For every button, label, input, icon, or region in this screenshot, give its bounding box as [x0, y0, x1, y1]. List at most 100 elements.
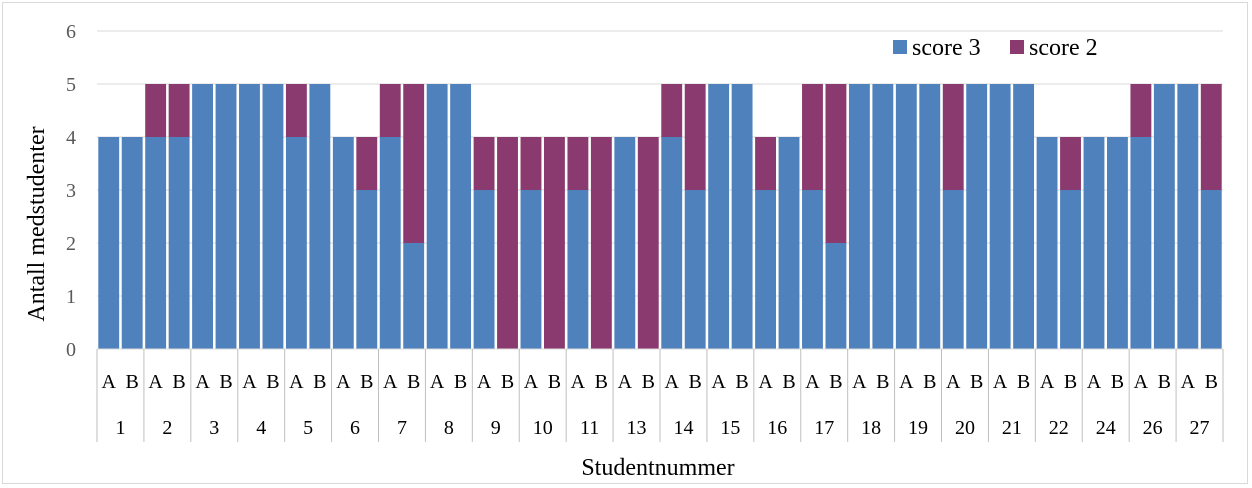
x-subcategory-label: B — [360, 371, 373, 393]
legend-label: score 2 — [1029, 35, 1098, 61]
x-group-label: 7 — [397, 417, 407, 439]
bar-segment-score-2 — [637, 137, 659, 349]
bar-segment-score-3 — [309, 84, 331, 349]
x-subcategory-label: A — [805, 371, 820, 393]
x-subcategory-label: A — [1134, 371, 1149, 393]
x-group-label: 21 — [1002, 417, 1022, 439]
x-group-label: 14 — [673, 417, 693, 439]
bar-segment-score-3 — [450, 84, 472, 349]
x-subcategory-label: A — [899, 371, 914, 393]
bar-segment-score-3 — [426, 84, 448, 349]
x-subcategory-label: A — [571, 371, 586, 393]
x-subcategory-label: B — [1205, 371, 1218, 393]
bar-segment-score-3 — [1083, 137, 1105, 349]
x-subcategory-label: A — [477, 371, 492, 393]
bar-segment-score-3 — [145, 137, 167, 349]
bar-segment-score-3 — [661, 137, 683, 349]
x-group-label: 27 — [1190, 417, 1210, 439]
x-subcategory-label: A — [289, 371, 304, 393]
x-subcategory-label: B — [689, 371, 702, 393]
bar-segment-score-2 — [802, 84, 823, 190]
bar-segment-score-3 — [285, 137, 307, 349]
bar-segment-score-3 — [403, 243, 425, 349]
x-subcategory-label: B — [172, 371, 185, 393]
x-subcategory-label: A — [852, 371, 867, 393]
x-subcategory-label: A — [195, 371, 210, 393]
x-subcategory-label: A — [242, 371, 257, 393]
bar-segment-score-3 — [731, 84, 753, 349]
bar-segment-score-3 — [1130, 137, 1152, 349]
bar-segment-score-3 — [966, 84, 988, 349]
x-group-label: 11 — [580, 417, 599, 439]
bar-segment-score-2 — [755, 137, 777, 190]
bar-segment-score-2 — [590, 137, 612, 349]
bar-segment-score-2 — [168, 84, 190, 137]
bar-segment-score-3 — [520, 190, 542, 349]
x-subcategory-label: B — [782, 371, 795, 393]
x-subcategory-label: A — [148, 371, 163, 393]
bar-segment-score-3 — [755, 190, 777, 349]
bar-segment-score-3 — [1177, 84, 1199, 349]
bar-segment-score-2 — [825, 84, 847, 243]
y-tick-labels: 0 1 2 3 4 5 6 — [66, 21, 76, 361]
bar-segment-score-3 — [262, 84, 284, 349]
bar-segment-score-3 — [379, 137, 401, 349]
x-subcategory-label: B — [829, 371, 842, 393]
x-group-label: 19 — [908, 417, 928, 439]
y-tick-label: 6 — [66, 21, 76, 43]
x-subcategory-label: B — [1017, 371, 1030, 393]
bar-segment-score-3 — [168, 137, 190, 349]
x-subcategory-label: A — [665, 371, 680, 393]
x-group-label: 8 — [444, 417, 454, 439]
bar-segment-score-3 — [239, 84, 260, 349]
x-subcategory-label: B — [876, 371, 889, 393]
bar-segment-score-2 — [520, 137, 542, 190]
x-group-label: 22 — [1049, 417, 1069, 439]
bar-segment-score-2 — [473, 137, 495, 190]
y-tick-label: 2 — [66, 233, 76, 255]
x-group-label: 3 — [209, 417, 219, 439]
x-subcategory-label: B — [501, 371, 514, 393]
x-subcategory-label: B — [407, 371, 420, 393]
bar-segment-score-3 — [121, 137, 143, 349]
x-subcategory-label: B — [642, 371, 655, 393]
x-subcategory-label: B — [548, 371, 561, 393]
bar-segment-score-2 — [684, 84, 706, 190]
bar-segment-score-2 — [145, 84, 167, 137]
bar-segment-score-3 — [802, 190, 823, 349]
x-subcategory-label: B — [219, 371, 232, 393]
bar-segment-score-3 — [708, 84, 730, 349]
bar-segment-score-3 — [1060, 190, 1081, 349]
bar-segment-score-3 — [684, 190, 706, 349]
bar-segment-score-3 — [567, 190, 589, 349]
bar-segment-score-3 — [332, 137, 354, 349]
x-group-label: 13 — [627, 417, 647, 439]
bar-segment-score-2 — [403, 84, 425, 243]
x-group-label: 6 — [350, 417, 360, 439]
x-group-label: 16 — [767, 417, 787, 439]
bar-segment-score-2 — [567, 137, 589, 190]
x-subcategory-label: A — [946, 371, 961, 393]
y-axis-title: Antall medstudenter — [24, 126, 50, 321]
bar-segment-score-3 — [1200, 190, 1222, 349]
bar-segment-score-3 — [98, 137, 120, 349]
bar-segment-score-3 — [614, 137, 636, 349]
x-subcategory-label: A — [758, 371, 773, 393]
x-subcategory-label: A — [430, 371, 445, 393]
x-subcategory-label: A — [102, 371, 117, 393]
y-tick-label: 4 — [66, 127, 76, 149]
legend-swatch — [893, 40, 907, 54]
x-group-label: 10 — [533, 417, 553, 439]
bar-segment-score-2 — [285, 84, 307, 137]
bar-segment-score-3 — [895, 84, 917, 349]
x-subcategory-label: A — [618, 371, 633, 393]
bar-segment-score-2 — [1130, 84, 1152, 137]
bar-segment-score-3 — [215, 84, 237, 349]
bar-segment-score-2 — [356, 137, 378, 190]
x-subcategory-label: A — [1040, 371, 1055, 393]
bar-segment-score-3 — [989, 84, 1011, 349]
bar-segment-score-3 — [473, 190, 495, 349]
x-subcategory-label: A — [1181, 371, 1196, 393]
